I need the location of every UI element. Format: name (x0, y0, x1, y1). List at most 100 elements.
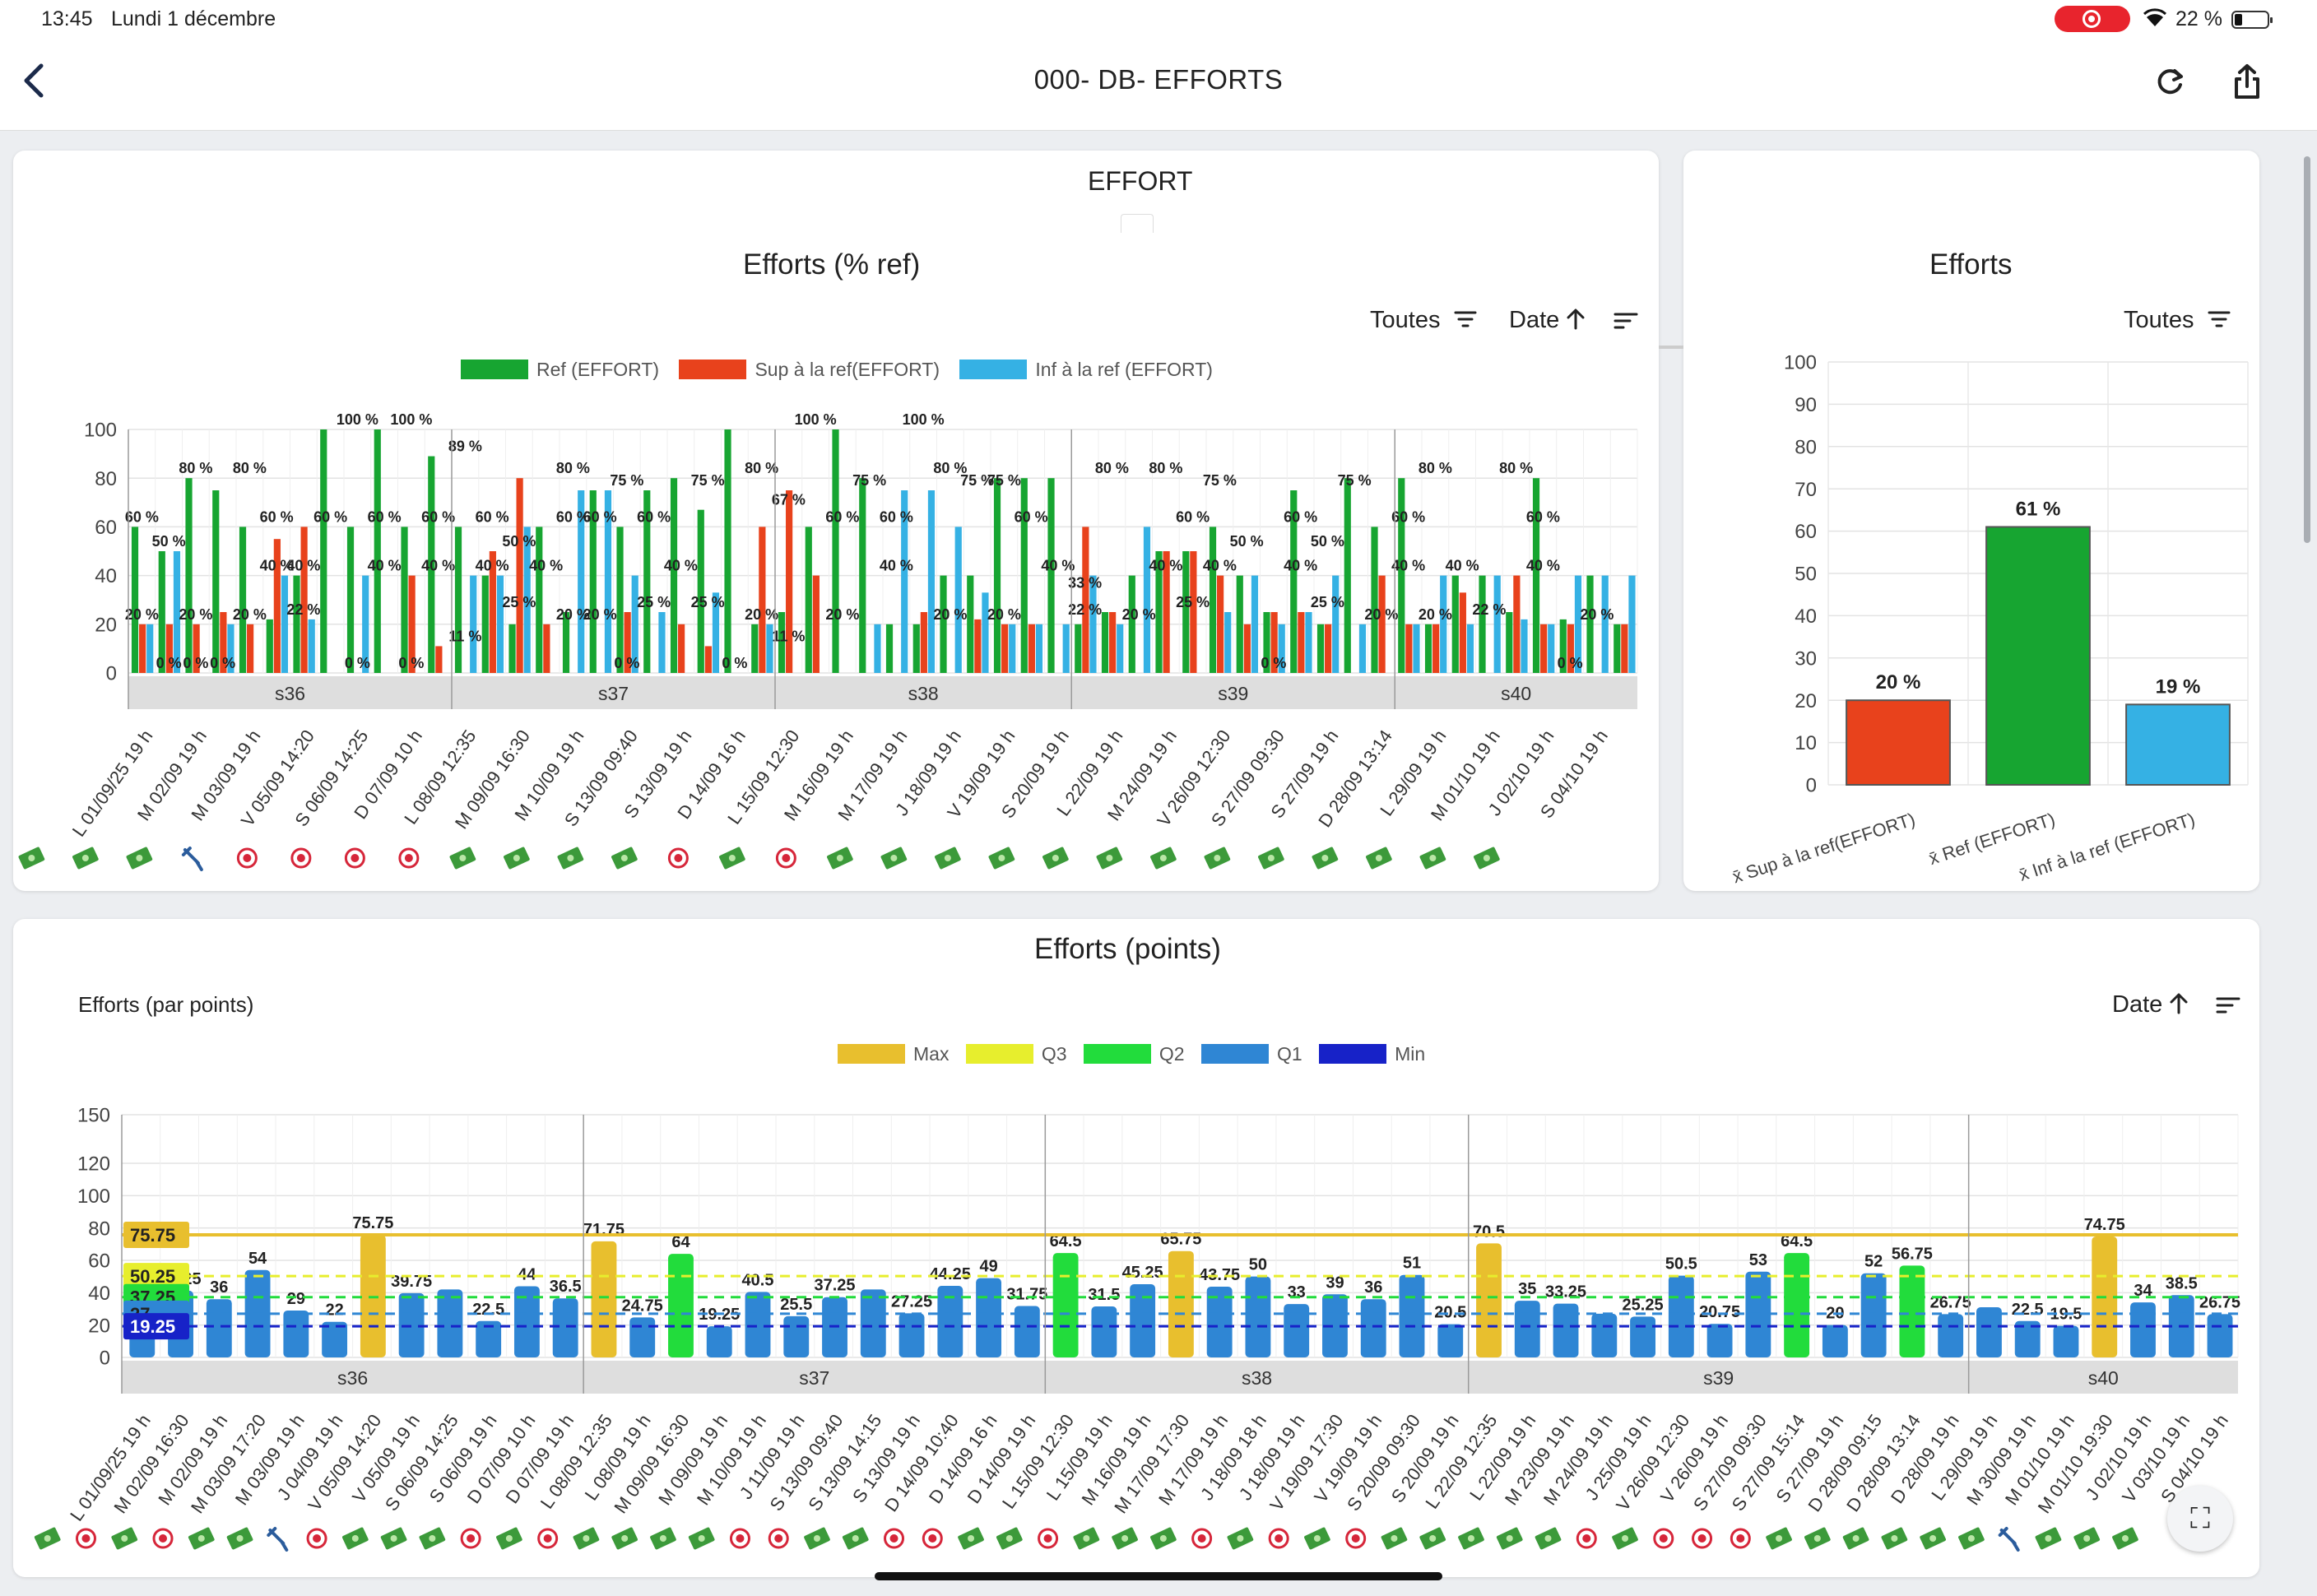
money-icon (958, 1527, 984, 1550)
chart1-bar (1190, 551, 1197, 673)
fullscreen-icon[interactable]: ⛶ (2167, 1486, 2233, 1552)
chart1-bar (508, 624, 516, 673)
trophy-icon (1998, 1527, 2020, 1552)
legend-item-q2[interactable]: Q2 (1083, 1043, 1185, 1065)
money-icon (18, 847, 45, 870)
arrow-up-icon (2170, 993, 2188, 1014)
chart3-bar (1553, 1303, 1579, 1357)
back-chevron-icon[interactable] (15, 58, 53, 104)
legend-item-ref[interactable]: Ref (EFFORT) (461, 359, 659, 380)
chart3-ytick: 20 (88, 1315, 110, 1337)
chart3-data-label: 65.75 (1160, 1231, 1201, 1249)
chart1-bar (1344, 478, 1351, 673)
legend-item-min[interactable]: Min (1319, 1043, 1425, 1065)
chart1-bar (704, 646, 712, 673)
chart1-group-band (128, 676, 1637, 709)
chart1-legend: Ref (EFFORT) Sup à la ref(EFFORT) Inf à … (461, 359, 1213, 381)
chart3-data-label: 75.75 (352, 1214, 393, 1232)
chart3-reference-label: 50.25 (130, 1266, 175, 1287)
arrow-up-icon (1567, 309, 1585, 330)
right-filter-button[interactable]: Toutes (2124, 307, 2231, 334)
chart3-bar (1284, 1304, 1310, 1357)
chart1-bar (812, 575, 820, 673)
money-icon (1458, 1527, 1484, 1550)
target-icon (537, 1528, 559, 1549)
chart1-data-label: 80 % (179, 460, 212, 476)
money-icon (650, 1527, 676, 1550)
chart1-bar (273, 539, 281, 673)
chart1-bar (1601, 575, 1609, 673)
money-icon (1150, 847, 1177, 870)
chart2-bar (1985, 526, 2091, 786)
chart1-bar (751, 624, 759, 673)
filter-icon (2208, 311, 2231, 327)
collapse-tab[interactable] (1121, 214, 1154, 233)
share-icon[interactable] (2226, 61, 2268, 102)
chart1-bar (1001, 624, 1009, 673)
chart3-data-label: 52 (1864, 1253, 1883, 1271)
money-icon (1419, 1527, 1446, 1550)
chart2-ytick: 40 (1795, 605, 1817, 628)
legend-item-max[interactable]: Max (838, 1043, 949, 1065)
chart1-bar (1371, 527, 1378, 673)
panel-splitter[interactable] (1659, 346, 1683, 349)
chart3-data-label: 44.25 (930, 1265, 971, 1283)
chart3-data-label: 22 (325, 1301, 343, 1320)
chart1-data-label: 40 % (421, 558, 455, 574)
chart1-data-label: 60 % (825, 508, 859, 525)
money-icon (188, 1527, 215, 1550)
chart3-data-label: 36.5 (550, 1278, 582, 1296)
money-icon (1842, 1527, 1869, 1550)
money-icon (34, 1527, 61, 1550)
chart1-data-label: 40 % (260, 558, 294, 574)
legend-item-q3[interactable]: Q3 (965, 1043, 1067, 1065)
chart1-bar (158, 551, 165, 673)
chart1-data-label: 0 % (210, 655, 235, 671)
chart1-bar (173, 551, 181, 673)
chart1-group-label: s36 (275, 683, 305, 704)
chart1-bar (1521, 619, 1528, 673)
chart1-bar (1117, 624, 1124, 673)
legend-item-q1[interactable]: Q1 (1201, 1043, 1302, 1065)
scrollbar[interactable] (2304, 156, 2310, 543)
money-icon (827, 847, 853, 870)
chart1-ytick: 80 (95, 468, 117, 490)
points-sort-button[interactable]: Date (2112, 991, 2190, 1018)
chart2-ytick: 70 (1795, 479, 1817, 501)
chart1-bar (293, 575, 300, 673)
refresh-icon[interactable] (2149, 61, 2190, 102)
points-sort-order-icon[interactable] (2215, 995, 2241, 1015)
chart1-data-label: 60 % (1015, 508, 1048, 525)
legend-item-sup[interactable]: Sup à la ref(EFFORT) (679, 359, 940, 380)
chart1-bar (920, 612, 927, 673)
legend-item-inf[interactable]: Inf à la ref (EFFORT) (959, 359, 1213, 380)
chart3-data-label: 29 (287, 1290, 305, 1308)
chart1-bar (1020, 478, 1028, 673)
chart1-data-label: 60 % (583, 508, 617, 525)
screen-record-icon[interactable] (2055, 6, 2130, 32)
chart1-data-label: 20 % (1364, 606, 1398, 623)
chart1-data-label: 75 % (610, 472, 643, 489)
sort-order-icon[interactable] (1613, 311, 1639, 331)
target-icon (667, 847, 689, 869)
chart1-bar (805, 527, 812, 673)
chart3-data-label: 33.25 (1545, 1283, 1586, 1301)
chart1-bar (562, 612, 570, 673)
chart1-data-label: 75 % (987, 472, 1021, 489)
chart2-ytick: 60 (1795, 521, 1817, 543)
home-indicator[interactable] (875, 1572, 1442, 1580)
chart1-bar (346, 527, 355, 673)
filter-button[interactable]: Toutes (1370, 307, 1478, 334)
chart1-bar (1101, 612, 1109, 673)
chart1-data-label: 20 % (933, 606, 967, 623)
chart3-reference-label: 19.25 (130, 1316, 175, 1337)
chart3-ytick: 150 (77, 1105, 110, 1127)
chart3-bar (976, 1278, 1002, 1357)
chart1-data-label: 60 % (1391, 508, 1425, 525)
chart3-bar (1168, 1250, 1194, 1357)
chart2-data-label: 20 % (1876, 671, 1921, 694)
chart3-data-label: 34 (2134, 1282, 2152, 1300)
chart1-bar (616, 527, 624, 673)
sort-date-button[interactable]: Date (1509, 307, 1587, 334)
chart1-bar (678, 624, 685, 673)
